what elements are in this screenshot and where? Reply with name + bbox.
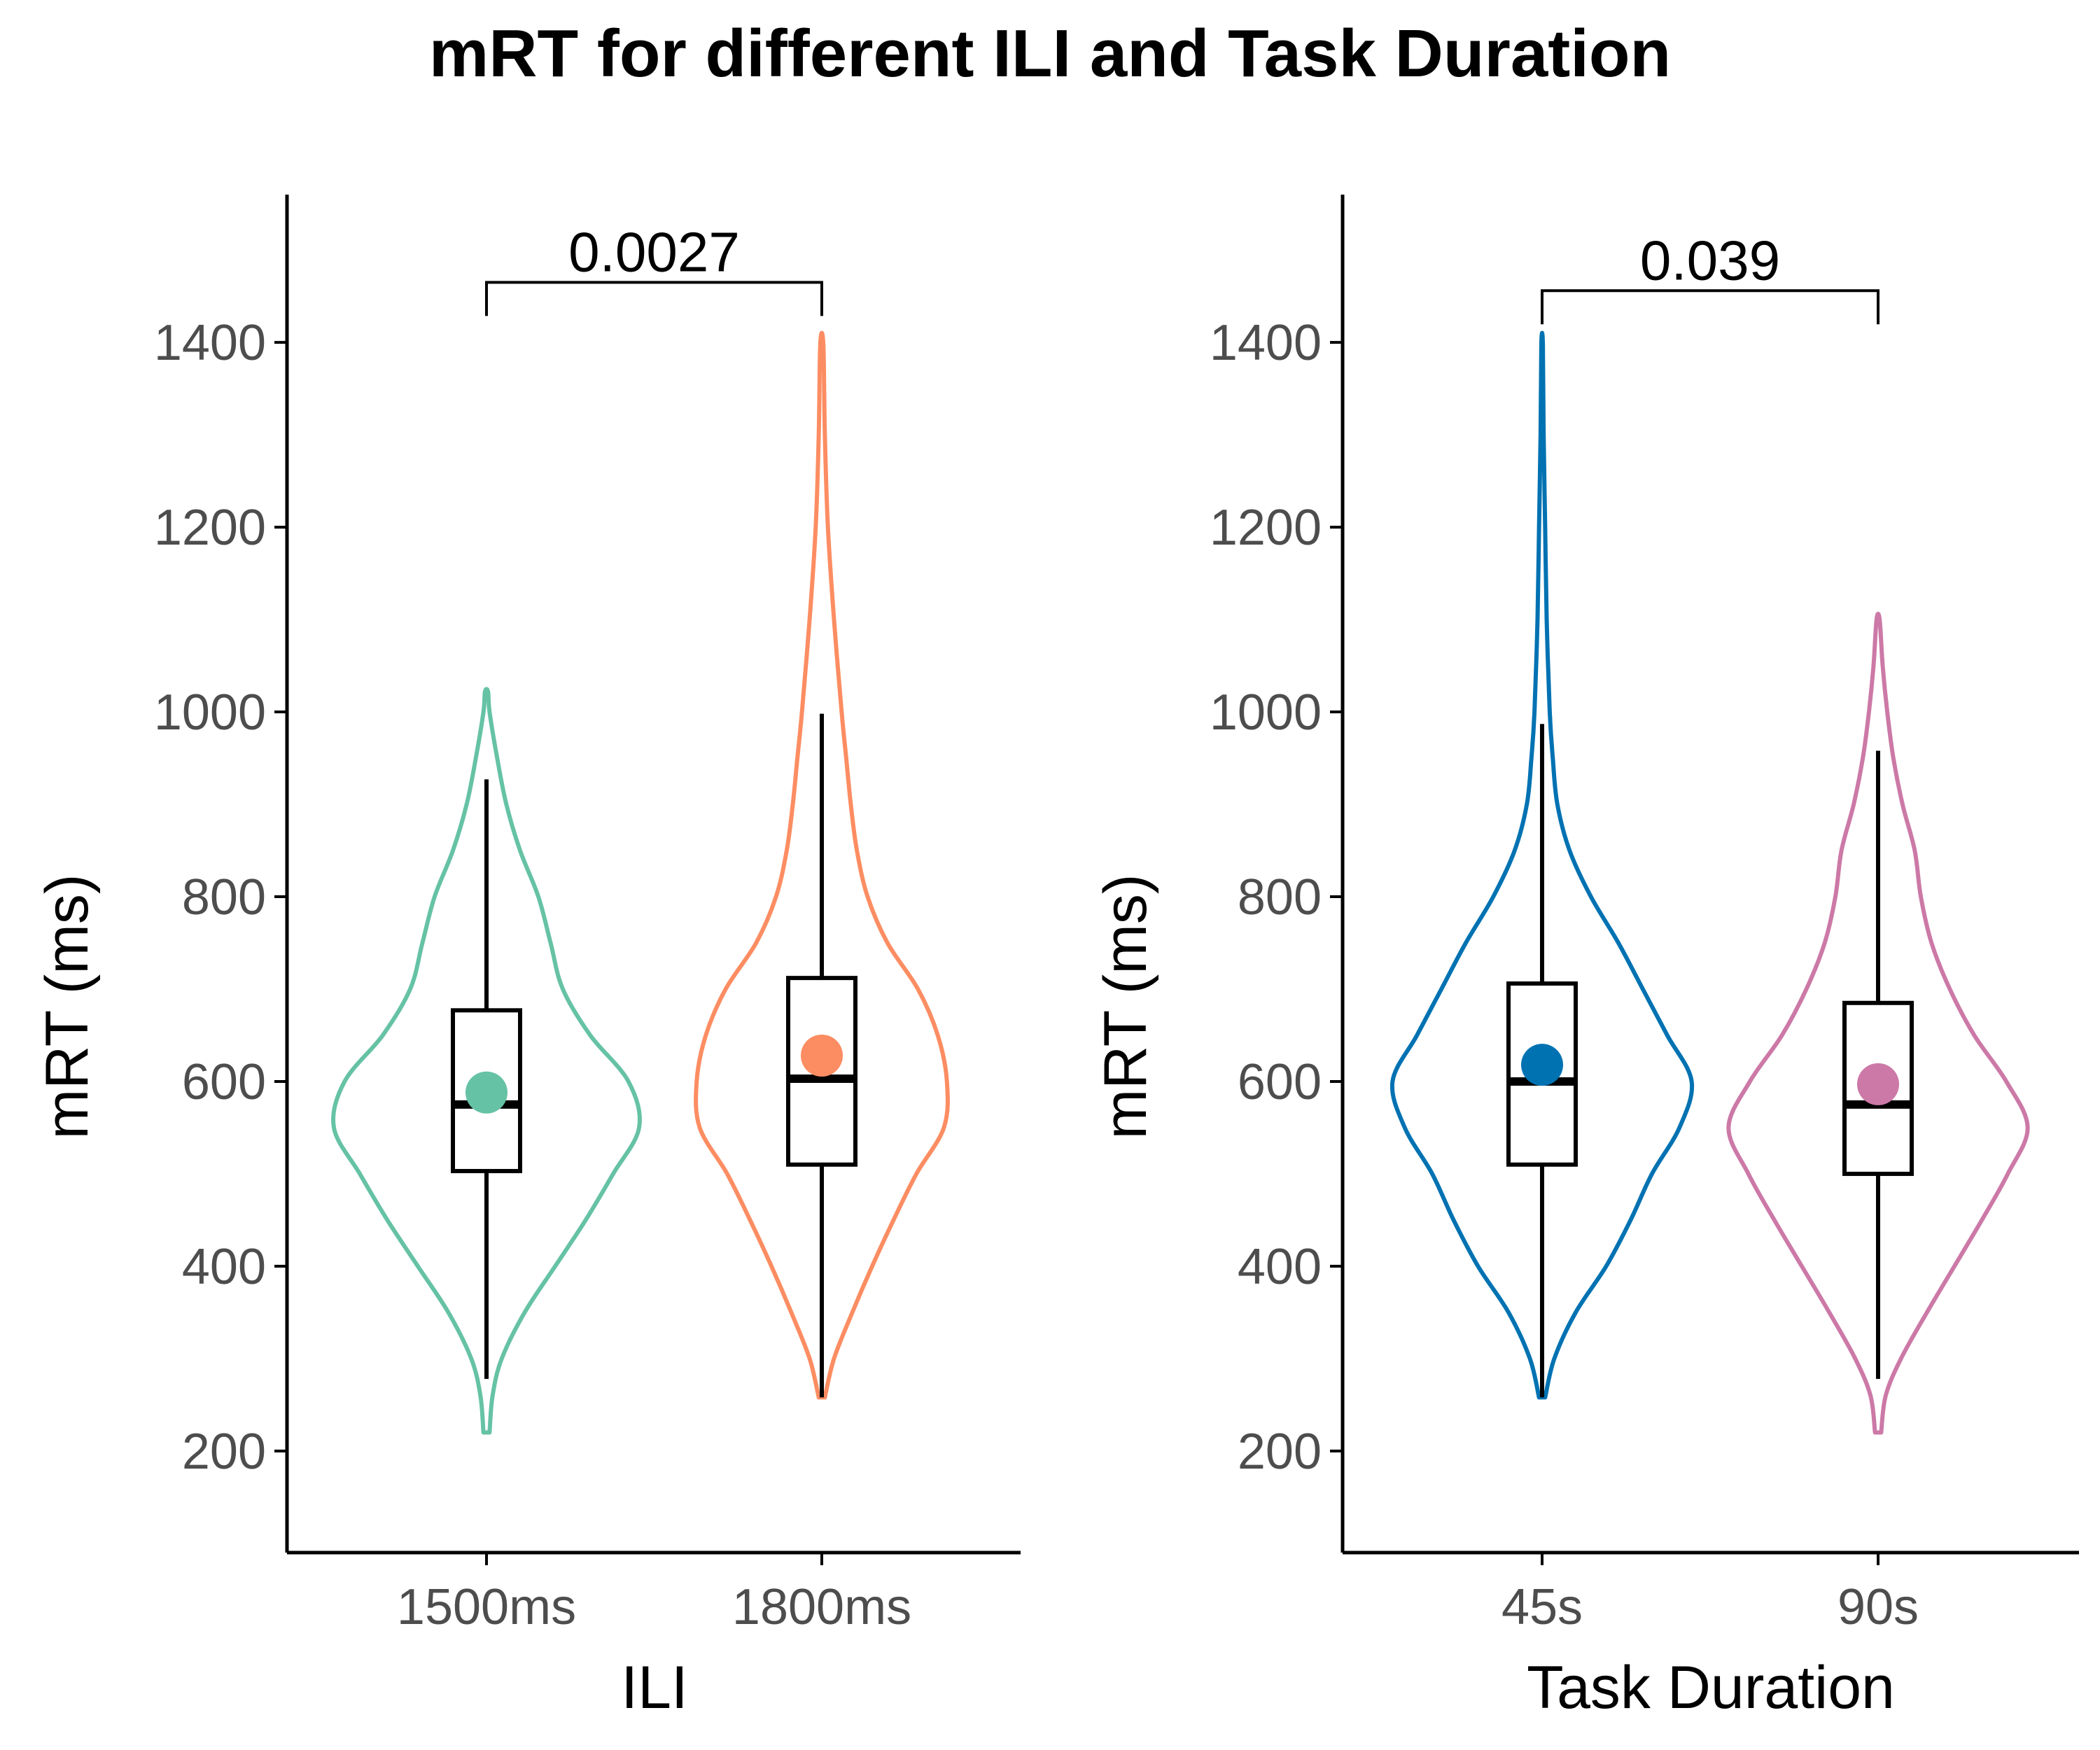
significance-bracket bbox=[1541, 289, 1879, 325]
y-tick-label: 400 bbox=[1238, 1239, 1322, 1295]
mean-point-1800ms bbox=[801, 1034, 843, 1077]
y-tick-label: 200 bbox=[182, 1424, 266, 1480]
panel-task-duration: 200 400 600 800 1000 1200 1400 45s 90s Task Durat… bbox=[1092, 195, 2079, 1721]
x-axis-title: Task Duration bbox=[1527, 1654, 1895, 1721]
violin-90s bbox=[1726, 611, 2030, 1435]
violin-45s bbox=[1390, 330, 1695, 1400]
significance-bracket bbox=[485, 281, 823, 316]
violin-1800ms bbox=[694, 330, 950, 1400]
y-tick-label: 200 bbox=[1238, 1424, 1322, 1480]
y-axis-title: mRT (ms) bbox=[1092, 874, 1159, 1140]
x-tick-label: 90s bbox=[1837, 1579, 1919, 1635]
y-tick-label: 1200 bbox=[154, 500, 266, 556]
y-tick-label: 1000 bbox=[154, 685, 266, 741]
mean-point-45s bbox=[1521, 1044, 1563, 1086]
y-tick-label: 1400 bbox=[1210, 315, 1322, 371]
y-tick-label: 1200 bbox=[1210, 500, 1322, 556]
y-tick-label: 1000 bbox=[1210, 685, 1322, 741]
chart-title: mRT for different ILI and Task Duration bbox=[428, 16, 1672, 91]
box-1500ms bbox=[451, 1008, 522, 1173]
y-tick-label: 400 bbox=[182, 1239, 266, 1295]
x-tick-label: 1800ms bbox=[732, 1579, 911, 1635]
y-axis-title: mRT (ms) bbox=[34, 874, 101, 1140]
p-value-label: 0.0027 bbox=[568, 220, 740, 283]
x-tick-label: 1500ms bbox=[397, 1579, 576, 1635]
x-tick-label: 45s bbox=[1502, 1579, 1583, 1635]
mean-point-1500ms bbox=[465, 1071, 507, 1114]
y-tick-label: 800 bbox=[1238, 869, 1322, 925]
mean-point-90s bbox=[1857, 1063, 1899, 1105]
y-tick-label: 600 bbox=[182, 1054, 266, 1110]
violin-1500ms bbox=[331, 687, 642, 1435]
panel-ili: 200 400 600 800 1000 1200 1400 1500ms 1800ms ILI m… bbox=[34, 195, 1021, 1721]
x-axis-title: ILI bbox=[621, 1654, 688, 1721]
y-tick-label: 1400 bbox=[154, 315, 266, 371]
y-tick-label: 800 bbox=[182, 869, 266, 925]
p-value-label: 0.039 bbox=[1640, 229, 1780, 291]
y-tick-label: 600 bbox=[1238, 1054, 1322, 1110]
